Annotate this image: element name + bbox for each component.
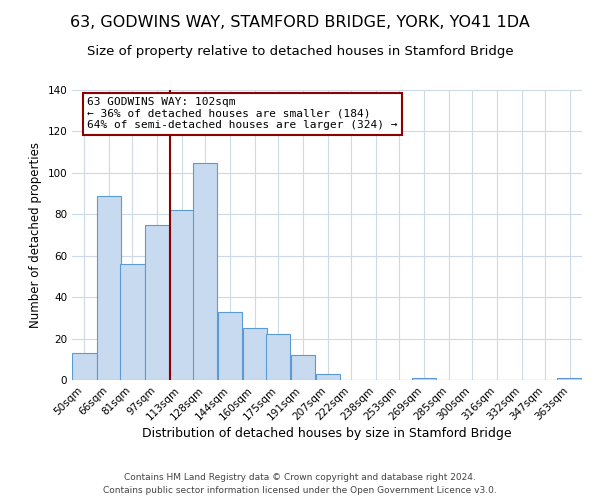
Text: 63 GODWINS WAY: 102sqm
← 36% of detached houses are smaller (184)
64% of semi-de: 63 GODWINS WAY: 102sqm ← 36% of detached… (88, 97, 398, 130)
Text: Contains public sector information licensed under the Open Government Licence v3: Contains public sector information licen… (103, 486, 497, 495)
Bar (243, 328, 267, 380)
Text: Size of property relative to detached houses in Stamford Bridge: Size of property relative to detached ho… (86, 45, 514, 58)
Text: Contains HM Land Registry data © Crown copyright and database right 2024.: Contains HM Land Registry data © Crown c… (124, 474, 476, 482)
Bar (120, 264, 145, 380)
Bar (145, 224, 169, 380)
Text: 63, GODWINS WAY, STAMFORD BRIDGE, YORK, YO41 1DA: 63, GODWINS WAY, STAMFORD BRIDGE, YORK, … (70, 15, 530, 30)
Y-axis label: Number of detached properties: Number of detached properties (29, 142, 42, 328)
Bar (97, 196, 121, 380)
Bar (316, 374, 340, 380)
Bar (218, 312, 242, 380)
Bar (193, 162, 217, 380)
X-axis label: Distribution of detached houses by size in Stamford Bridge: Distribution of detached houses by size … (142, 428, 512, 440)
Bar (291, 355, 315, 380)
Bar (170, 210, 194, 380)
Bar (266, 334, 290, 380)
Bar (72, 353, 97, 380)
Bar (412, 378, 436, 380)
Bar (557, 378, 582, 380)
